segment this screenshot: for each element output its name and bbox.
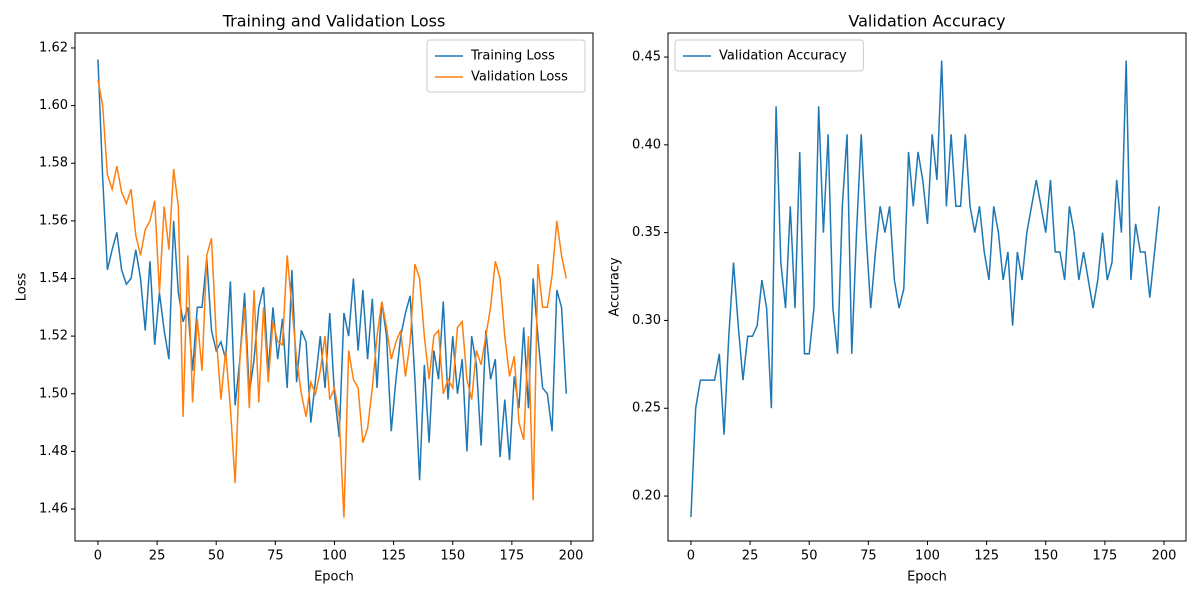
x-tick-label: 75 <box>860 549 877 564</box>
y-tick-label: 0.45 <box>632 50 661 65</box>
y-tick-label: 1.52 <box>39 329 68 344</box>
x-axis-label: Epoch <box>314 570 354 585</box>
plot-frame <box>667 32 1187 542</box>
y-tick-label: 0.25 <box>632 401 661 416</box>
legend-label: Training Loss <box>470 49 555 64</box>
y-tick-label: 1.62 <box>39 40 68 55</box>
y-tick-label: 1.48 <box>39 444 68 459</box>
x-tick-label: 50 <box>801 549 818 564</box>
legend-label: Validation Loss <box>471 70 568 85</box>
data-line <box>97 59 568 481</box>
x-tick-label: 125 <box>381 549 406 564</box>
y-tick-label: 0.40 <box>632 137 661 152</box>
y-axis-label: Loss <box>15 273 30 302</box>
x-tick-label: 200 <box>559 549 584 564</box>
x-tick-label: 0 <box>94 549 102 564</box>
y-tick-label: 1.56 <box>39 213 68 228</box>
y-tick-label: 0.20 <box>632 489 661 504</box>
y-tick-label: 0.30 <box>632 313 661 328</box>
x-tick-label: 50 <box>208 549 225 564</box>
x-axis-label: Epoch <box>907 570 947 585</box>
y-tick-label: 0.35 <box>632 225 661 240</box>
data-line <box>97 79 568 518</box>
chart-title: Validation Accuracy <box>848 12 1005 31</box>
y-tick-label: 1.46 <box>39 502 68 517</box>
x-tick-label: 125 <box>974 549 999 564</box>
y-tick-label: 1.50 <box>39 386 68 401</box>
x-tick-label: 75 <box>267 549 284 564</box>
legend-label: Validation Accuracy <box>719 49 847 64</box>
x-tick-label: 100 <box>322 549 347 564</box>
x-tick-label: 175 <box>1092 549 1117 564</box>
x-tick-label: 0 <box>687 549 695 564</box>
plot-frame <box>74 32 594 542</box>
x-tick-label: 200 <box>1152 549 1177 564</box>
legend-box <box>426 39 586 93</box>
x-tick-label: 150 <box>440 549 465 564</box>
chart-title: Training and Validation Loss <box>222 12 446 31</box>
x-tick-label: 150 <box>1033 549 1058 564</box>
x-tick-label: 25 <box>149 549 166 564</box>
y-tick-label: 1.60 <box>39 98 68 113</box>
y-tick-label: 1.54 <box>39 271 68 286</box>
x-tick-label: 25 <box>742 549 759 564</box>
y-tick-label: 1.58 <box>39 156 68 171</box>
y-axis-label: Accuracy <box>608 257 623 317</box>
legend-box <box>674 39 864 72</box>
x-tick-label: 100 <box>915 549 940 564</box>
data-line <box>690 60 1161 518</box>
x-tick-label: 175 <box>499 549 524 564</box>
